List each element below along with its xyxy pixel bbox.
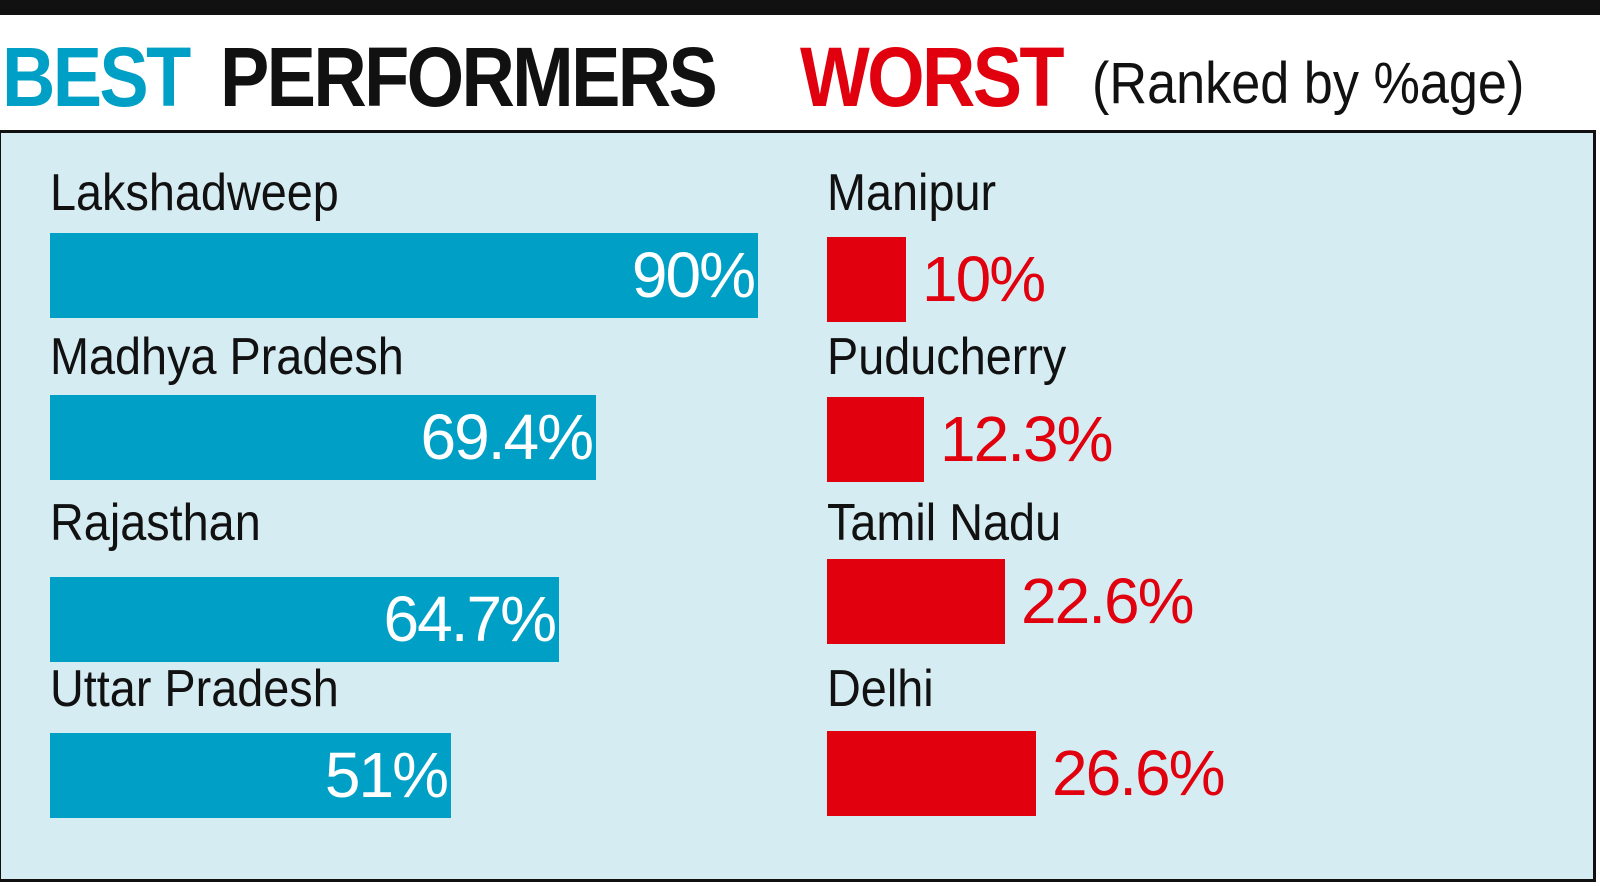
- worst-label-delhi: Delhi: [827, 660, 934, 718]
- worst-label-tamil-nadu: Tamil Nadu: [827, 494, 1062, 552]
- worst-bar-manipur: [827, 237, 906, 322]
- worst-value-manipur: 10%: [922, 243, 1046, 315]
- best-label-uttar-pradesh: Uttar Pradesh: [50, 660, 339, 718]
- worst-bar-puducherry: [827, 397, 924, 482]
- worst-value-puducherry: 12.3%: [940, 403, 1113, 475]
- best-bar-madhya-pradesh: [50, 395, 596, 480]
- best-label-lakshadweep: Lakshadweep: [50, 164, 339, 222]
- best-bar-uttar-pradesh: [50, 733, 451, 818]
- best-value-rajasthan: 64.7%: [383, 583, 557, 655]
- title-worst: WORST: [800, 30, 1065, 124]
- worst-bar-delhi: [827, 731, 1036, 816]
- worst-value-delhi: 26.6%: [1052, 737, 1225, 809]
- best-label-rajasthan: Rajasthan: [50, 494, 261, 552]
- best-bar-rajasthan: [50, 577, 559, 662]
- best-value-madhya-pradesh: 69.4%: [420, 401, 594, 473]
- worst-bar-tamil-nadu: [827, 559, 1005, 644]
- worst-value-tamil-nadu: 22.6%: [1021, 565, 1194, 637]
- best-bar-lakshadweep: [50, 233, 758, 318]
- chart-panel: Lakshadweep 90% Madhya Pradesh 69.4% Rajasth…: [0, 130, 1596, 882]
- best-value-uttar-pradesh: 51%: [324, 739, 449, 811]
- chart-header: BEST PERFORMERS WORST (Ranked by %age): [0, 15, 1600, 130]
- title-best: BEST: [2, 30, 191, 124]
- top-rule: [0, 0, 1600, 15]
- worst-label-puducherry: Puducherry: [827, 328, 1067, 386]
- best-label-madhya-pradesh: Madhya Pradesh: [50, 328, 404, 386]
- best-value-lakshadweep: 90%: [631, 239, 756, 311]
- worst-label-manipur: Manipur: [827, 164, 997, 222]
- title-performers: PERFORMERS: [220, 30, 718, 124]
- title-note: (Ranked by %age): [1092, 51, 1525, 116]
